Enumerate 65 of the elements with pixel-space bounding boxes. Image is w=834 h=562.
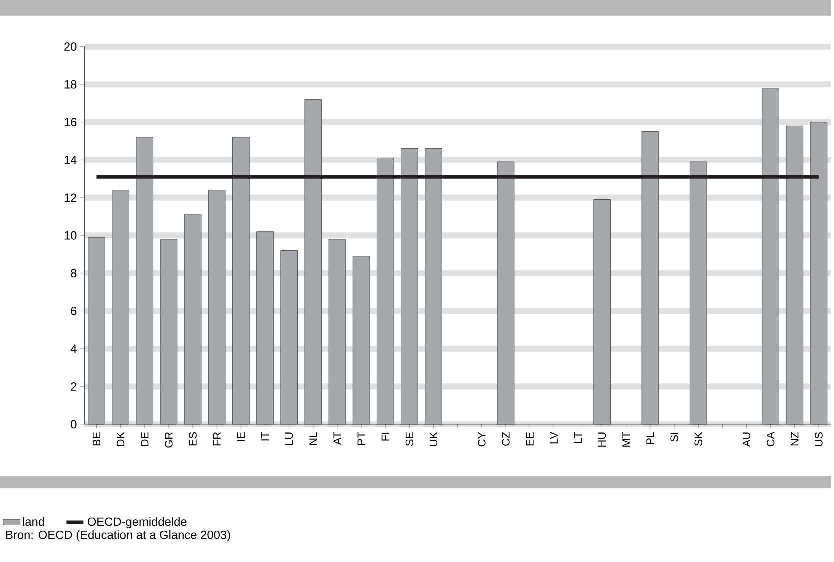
x-tick-label: IT (262, 432, 270, 441)
bar (304, 100, 322, 425)
bar (497, 162, 515, 425)
bar (88, 237, 106, 425)
bar (377, 158, 394, 425)
bar (184, 214, 202, 425)
x-tick-label: CY (478, 432, 486, 447)
bar (594, 200, 611, 425)
x-tick-label: CA (766, 432, 775, 447)
y-tick-label: 16 (64, 118, 77, 127)
x-tick-label: LV (550, 432, 558, 444)
bar (136, 137, 154, 425)
x-tick-label: ES (189, 432, 197, 446)
bar (328, 239, 346, 425)
bar (810, 122, 828, 425)
bar (690, 162, 708, 425)
x-tick-label: NZ (791, 432, 799, 446)
bar (401, 148, 418, 425)
x-tick-label: PT (358, 432, 366, 446)
bar (160, 239, 178, 425)
bar (642, 132, 660, 425)
y-tick-label: 8 (71, 269, 77, 278)
bar (256, 232, 274, 425)
y-tick-label: 10 (64, 231, 77, 240)
x-tick-label: IE (237, 432, 245, 442)
bar (425, 148, 442, 425)
x-tick-label: FR (213, 432, 221, 446)
x-tick-label: DE (141, 432, 149, 446)
y-tick-label: 6 (71, 306, 77, 316)
x-tick-label: LU (286, 432, 294, 446)
x-tick-label: US (815, 432, 823, 446)
y-tick-label: 14 (64, 156, 77, 164)
bar (352, 256, 370, 425)
x-tick-label: CZ (502, 432, 510, 446)
x-tick-label: HU (598, 432, 606, 447)
x-tick-label: FI (382, 432, 390, 441)
x-tick-label: AU (742, 432, 751, 448)
text: Bron: OECD (Education at a Glance 2003) (6, 530, 230, 542)
legend-label: land (23, 517, 44, 526)
x-tick-label: UK (430, 432, 438, 446)
y-tick-label: 2 (71, 382, 77, 391)
bar (112, 190, 130, 425)
x-tick-label: LT (574, 432, 582, 444)
x-tick-label: SE (406, 432, 414, 446)
x-tick-label: SI (670, 432, 678, 442)
bar (208, 190, 226, 425)
y-tick-label: 20 (64, 42, 77, 52)
x-tick-label: DK (117, 432, 125, 446)
x-tick-label: GR (165, 432, 173, 448)
x-tick-label: EE (526, 432, 534, 446)
y-tick-label: 18 (64, 80, 77, 89)
bar (280, 250, 298, 425)
x-tick-label: PL (646, 432, 654, 444)
y-tick-label: 4 (70, 344, 77, 354)
x-tick-label: BE (92, 432, 100, 446)
legend-label: OECD-gemiddelde (88, 517, 187, 529)
x-tick-label: AT (334, 432, 342, 446)
bar (762, 88, 780, 425)
y-tick-label: 0 (71, 420, 77, 429)
bar (232, 137, 250, 425)
y-tick-label: 12 (64, 194, 77, 202)
bar (786, 126, 804, 425)
x-tick-label: SK (694, 432, 702, 446)
x-tick-label: NL (310, 432, 318, 446)
x-tick-label: MT (622, 432, 630, 447)
